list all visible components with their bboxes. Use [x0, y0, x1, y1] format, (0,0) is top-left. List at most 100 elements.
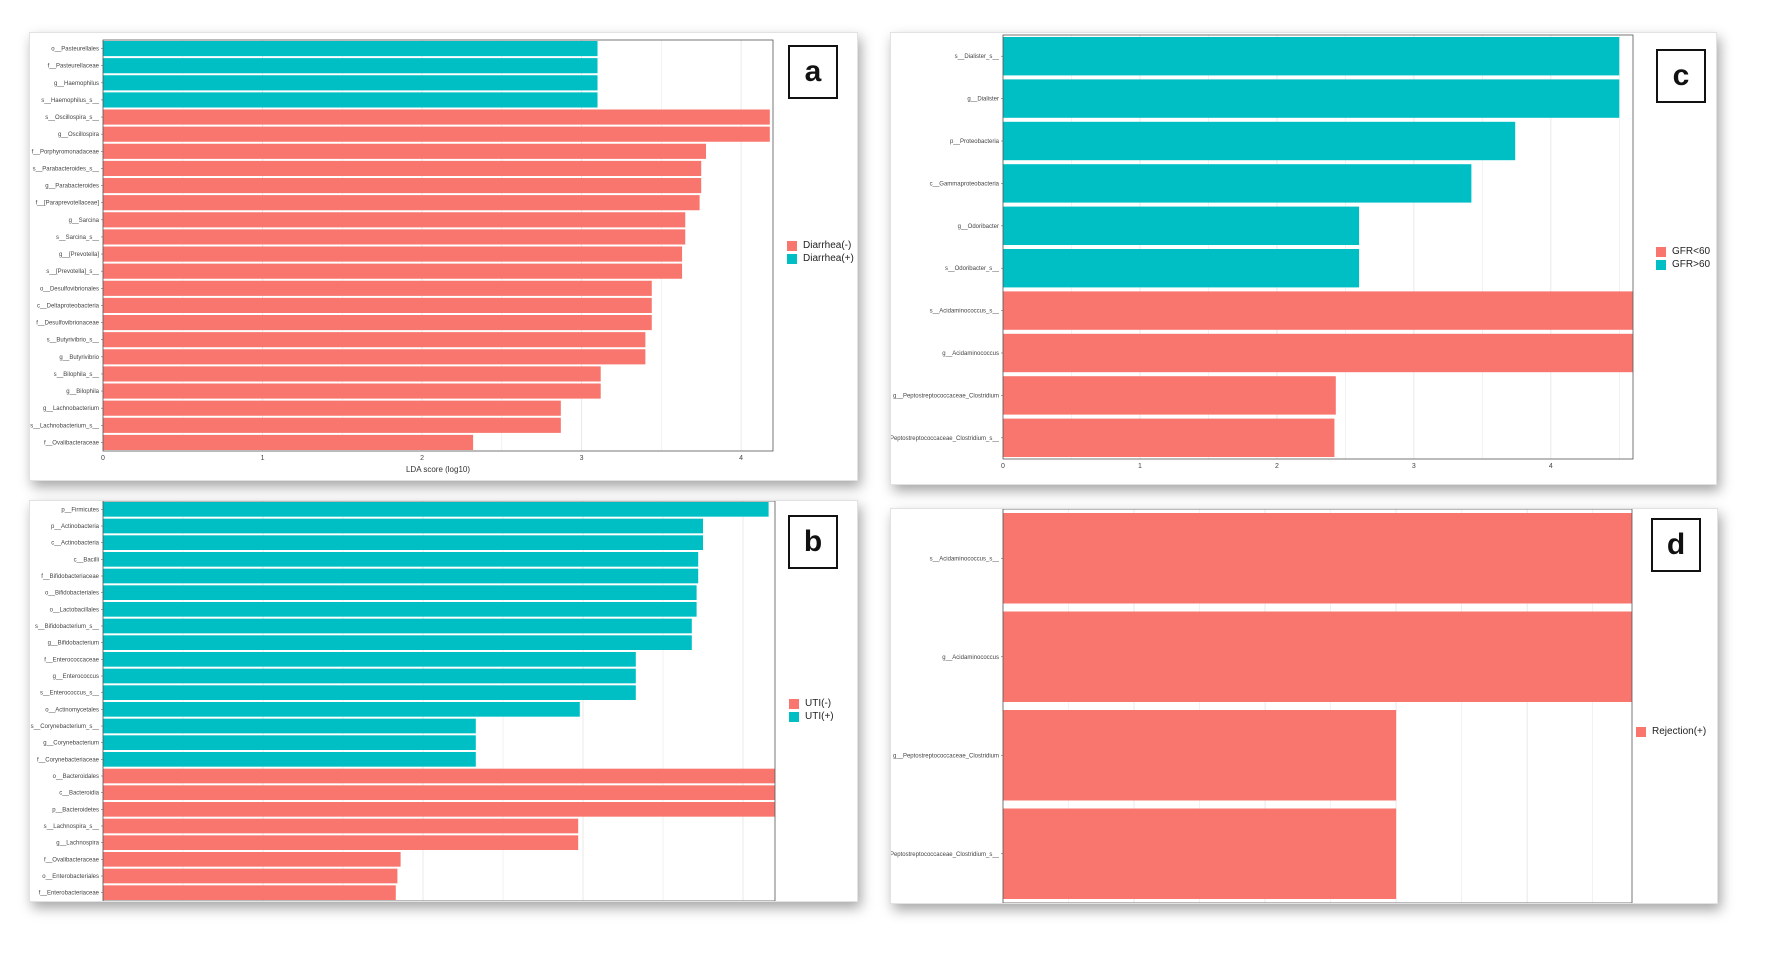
bar — [103, 752, 476, 767]
category-label: s__Corynebacterium_s__ — [31, 724, 100, 730]
bar — [1003, 164, 1472, 203]
x-tick-label: 1 — [261, 455, 265, 462]
x-tick-label: 4 — [1549, 463, 1553, 470]
x-tick-label: 0 — [1001, 463, 1005, 470]
bar — [103, 618, 692, 634]
bar — [103, 41, 598, 57]
bar — [103, 178, 702, 194]
category-label: g__Lachnobacterium — [43, 406, 99, 412]
x-tick-label: 2 — [420, 455, 424, 462]
bar — [103, 332, 646, 348]
category-label: s__Butyrivibrio_s__ — [47, 338, 100, 344]
category-label: g__Haemophilus — [54, 81, 99, 87]
legend-label: Diarrhea(+) — [803, 253, 854, 264]
bar — [103, 246, 683, 262]
plot-frame — [102, 501, 776, 901]
category-label: f__Ovalibacteraceae — [44, 440, 100, 446]
category-label: p__Bacteroidetes — [52, 807, 99, 813]
bar — [103, 802, 775, 817]
panel-a: o__Pasteurellales f__Pasteurellaceae g__Ha… — [29, 32, 858, 481]
bar — [103, 195, 700, 211]
bar — [103, 75, 598, 91]
bars — [103, 502, 775, 900]
bar — [103, 263, 683, 279]
bar — [103, 366, 601, 382]
bar — [1003, 513, 1632, 604]
x-tick-label: 4 — [739, 455, 743, 462]
category-label: f__Porphyromonadaceae — [32, 149, 100, 155]
legend-swatch-red — [789, 698, 799, 709]
category-label: o__Enterobacteriales — [42, 874, 99, 880]
legend-label: UTI(+) — [805, 711, 834, 722]
category-label: g__Oscillospira — [58, 132, 100, 138]
bar — [103, 585, 697, 600]
panel-d: s__Acidaminococcus_s__ g__Acidaminococcus… — [890, 508, 1718, 904]
legend-label: GFR>60 — [1672, 259, 1711, 270]
category-label: f__[Paraprevotellaceae] — [36, 201, 100, 207]
bars — [103, 41, 770, 450]
bar — [103, 349, 646, 365]
bar — [1003, 376, 1336, 415]
bar — [103, 702, 580, 717]
bar — [103, 835, 579, 850]
bars — [1003, 37, 1633, 457]
legend-label: UTI(-) — [805, 698, 832, 709]
category-label: g__Acidaminococcus — [942, 655, 999, 661]
category-label: c__Bacteroidia — [59, 791, 99, 797]
category-label: g__Peptostreptococcaceae_Clostridium — [893, 393, 999, 399]
category-label: g__Butyrivibrio — [59, 355, 99, 361]
bar — [103, 126, 770, 142]
bar — [103, 635, 692, 650]
bar — [103, 229, 686, 245]
category-label: g__Dialister — [967, 97, 999, 103]
category-label: o__Lactobacillales — [50, 607, 99, 613]
legend-swatch-teal — [1656, 259, 1666, 270]
bar — [103, 280, 652, 296]
category-label: s__Bilophila_s__ — [54, 372, 100, 378]
bar — [103, 552, 699, 567]
bar — [103, 160, 702, 176]
bar — [1003, 611, 1632, 702]
x-axis-label: LDA score (log10) — [406, 465, 470, 474]
panel-tag-d: d — [1651, 518, 1701, 572]
bar — [103, 434, 474, 450]
category-label: s__Lachnospira_s__ — [44, 824, 100, 830]
category-label: c__Deltaproteobacteria — [37, 303, 100, 309]
bar — [1003, 418, 1335, 457]
category-label: f__Enterobacteriaceae — [39, 891, 100, 897]
bar — [1003, 206, 1360, 245]
category-label: c__Actinobacteria — [51, 541, 99, 547]
legend-a: Diarrhea(-) Diarrhea(+) — [787, 240, 854, 266]
bar — [103, 818, 579, 834]
lda-chart-a: o__Pasteurellales f__Pasteurellaceae g__Ha… — [30, 39, 774, 474]
legend-b: UTI(-) UTI(+) — [789, 698, 834, 724]
panel-b: p__Firmicutes p__Actinobacteria c__Actinob… — [29, 500, 858, 902]
legend-label: Diarrhea(-) — [803, 240, 852, 251]
bar — [103, 602, 697, 617]
bar — [103, 109, 770, 125]
category-label: g__Bifidobacterium — [48, 641, 99, 647]
bar — [103, 143, 706, 159]
category-label: g__Lachnospira — [56, 841, 99, 847]
legend-label: GFR<60 — [1672, 246, 1711, 257]
panel-tag-c: c — [1656, 49, 1706, 103]
lda-chart-b: p__Firmicutes p__Actinobacteria c__Actinob… — [31, 501, 776, 901]
bar — [103, 868, 398, 884]
legend-label: Rejection(+) — [1652, 726, 1707, 737]
category-label: g__Peptostreptococcaceae_Clostridium — [893, 753, 999, 759]
panel-tag-a: a — [788, 45, 838, 99]
category-label: o__Desulfovibrionales — [40, 286, 99, 292]
bar — [103, 58, 598, 74]
lda-chart-d: s__Acidaminococcus_s__ g__Acidaminococcus… — [891, 509, 1633, 903]
gridlines — [102, 40, 742, 451]
plot-frame — [102, 39, 774, 452]
category-label: g__[Prevotella] — [59, 252, 99, 258]
bar — [103, 383, 601, 399]
category-label: s__Odoribacter_s__ — [945, 266, 1000, 272]
x-tick-label: 0 — [101, 455, 105, 462]
bar — [103, 852, 401, 867]
category-label: s__Bifidobacterium_s__ — [35, 624, 100, 630]
bar — [103, 535, 703, 550]
legend-swatch-red — [1636, 726, 1646, 737]
category-label: g__Acidaminococcus — [942, 351, 999, 357]
